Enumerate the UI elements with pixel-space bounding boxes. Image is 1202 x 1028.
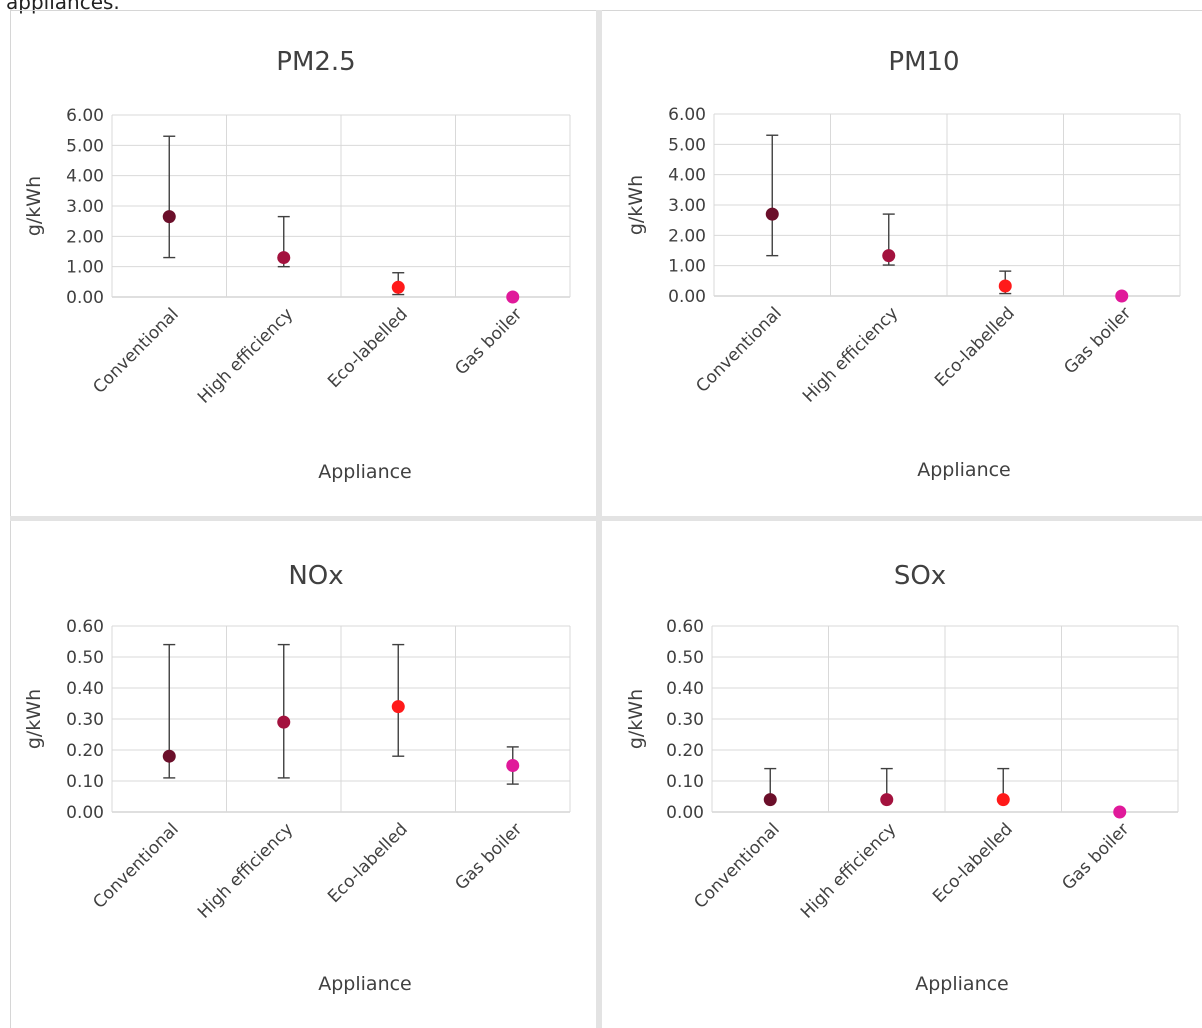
- y-tick-label: 0.50: [66, 648, 104, 668]
- x-axis-label: Appliance: [318, 461, 412, 483]
- data-point: [506, 759, 520, 772]
- y-tick-label: 0.00: [668, 287, 706, 307]
- x-tick-label: Gas boiler: [1060, 303, 1135, 378]
- pm25-chart: PM2.5 0.00 1.00 2.00 3.00 4.00 5.00 6.00 Convent…: [23, 47, 571, 483]
- data-point: [277, 251, 291, 265]
- data-point: [391, 700, 405, 714]
- y-tick-label: 0.40: [66, 679, 104, 699]
- data-point: [162, 749, 176, 763]
- y-tick-label: 6.00: [668, 105, 706, 125]
- x-tick-label: Conventional: [692, 303, 785, 396]
- chart-title: NOx: [288, 561, 343, 591]
- data-point: [882, 249, 896, 263]
- x-tick-label: High efficiency: [194, 304, 297, 407]
- y-tick-label: 5.00: [66, 136, 104, 156]
- data-point: [765, 207, 779, 221]
- sox-chart: SOx 0.00 0.10 0.20 0.30 0.40 0.50 0.60 Conventio…: [625, 561, 1179, 995]
- x-tick-label: High efficiency: [799, 303, 902, 406]
- y-axis-label: g/kWh: [625, 689, 647, 749]
- x-tick-label: Eco-labelled: [929, 819, 1017, 907]
- data-point: [1113, 805, 1127, 819]
- data-point: [391, 280, 405, 294]
- x-tick-label: Gas boiler: [1058, 819, 1133, 894]
- x-tick-label: Conventional: [89, 819, 182, 912]
- x-tick-label: Eco-labelled: [931, 303, 1019, 391]
- y-tick-label: 0.00: [666, 803, 704, 823]
- y-tick-label: 2.00: [668, 226, 706, 246]
- y-tick-label: 0.50: [666, 648, 704, 668]
- panel-border-top: [10, 10, 1202, 11]
- caption-text: appliances.: [6, 0, 120, 14]
- error-bar: [277, 643, 290, 779]
- x-tick-label: High efficiency: [194, 819, 297, 922]
- data-point: [506, 290, 520, 304]
- data-point: [880, 793, 894, 807]
- x-tick-label: Eco-labelled: [324, 819, 412, 907]
- data-point: [277, 715, 291, 729]
- y-tick-label: 6.00: [66, 106, 104, 126]
- y-tick-label: 4.00: [668, 166, 706, 186]
- y-tick-label: 0.10: [66, 772, 104, 792]
- data-point: [996, 793, 1010, 807]
- chart-title: PM10: [888, 47, 959, 77]
- chart-title: PM2.5: [276, 47, 355, 77]
- y-tick-label: 3.00: [66, 197, 104, 217]
- error-bar: [163, 135, 176, 259]
- chart-title: SOx: [894, 561, 946, 591]
- y-tick-label: 0.10: [666, 772, 704, 792]
- y-tick-label: 1.00: [66, 258, 104, 278]
- y-tick-label: 0.30: [666, 710, 704, 730]
- y-tick-label: 2.00: [66, 227, 104, 247]
- x-tick-label: Gas boiler: [451, 819, 526, 894]
- y-axis-label: g/kWh: [625, 175, 647, 235]
- y-axis-label: g/kWh: [23, 689, 45, 749]
- x-tick-label: Gas boiler: [451, 304, 526, 379]
- x-tick-label: Conventional: [89, 304, 182, 397]
- y-tick-label: 0.20: [66, 741, 104, 761]
- y-tick-label: 0.20: [666, 741, 704, 761]
- x-tick-label: High efficiency: [797, 819, 900, 922]
- y-tick-label: 0.00: [66, 288, 104, 308]
- x-axis-label: Appliance: [917, 459, 1011, 481]
- y-tick-label: 0.60: [666, 617, 704, 637]
- y-tick-label: 5.00: [668, 135, 706, 155]
- x-axis-label: Appliance: [318, 973, 412, 995]
- data-point: [1115, 289, 1129, 303]
- y-axis-label: g/kWh: [23, 176, 45, 236]
- x-tick-label: Conventional: [690, 819, 783, 912]
- nox-chart: NOx 0.00 0.10 0.20 0.30 0.40 0.50 0.60 Conventio…: [23, 561, 571, 995]
- y-tick-label: 0.40: [666, 679, 704, 699]
- error-bar: [766, 134, 779, 257]
- panel-divider-horizontal: [10, 516, 1202, 521]
- x-tick-label: Eco-labelled: [324, 304, 412, 392]
- y-tick-label: 3.00: [668, 196, 706, 216]
- y-tick-label: 1.00: [668, 257, 706, 277]
- data-point: [162, 210, 176, 224]
- data-point: [998, 279, 1012, 293]
- y-tick-label: 0.00: [66, 803, 104, 823]
- y-tick-label: 0.60: [66, 617, 104, 637]
- data-point: [763, 793, 777, 807]
- y-tick-label: 4.00: [66, 167, 104, 187]
- pm10-chart: PM10 0.00 1.00 2.00 3.00 4.00 5.00 6.00 Conventi…: [625, 47, 1181, 481]
- x-axis-label: Appliance: [915, 973, 1009, 995]
- y-tick-label: 0.30: [66, 710, 104, 730]
